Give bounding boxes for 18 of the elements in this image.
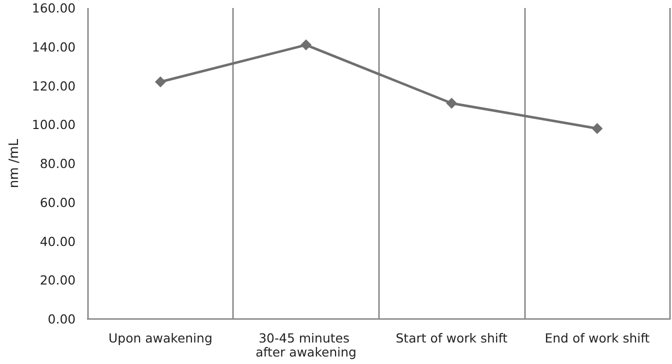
point bbox=[300, 39, 312, 50]
point bbox=[592, 123, 603, 134]
y-tick-label: 0.00 bbox=[48, 312, 76, 326]
y-tick-label: 20.00 bbox=[40, 272, 76, 288]
y-tick-label: 100.00 bbox=[32, 117, 76, 132]
y-tick-label: 40.00 bbox=[40, 234, 76, 249]
y-tick-label: 60.00 bbox=[40, 194, 76, 210]
y-tick-label: 120.00 bbox=[32, 78, 76, 94]
y-tick-label: 140.00 bbox=[32, 39, 76, 54]
x-tick-label: 30-45 minutes after awakening bbox=[256, 330, 356, 360]
point bbox=[154, 76, 166, 88]
x-tick-label: Start of work shift bbox=[396, 330, 508, 346]
x-tick-label: End of work shift bbox=[544, 330, 650, 346]
y-tick-label: 80.00 bbox=[40, 156, 76, 171]
x-tick-label: Upon awakening bbox=[108, 330, 212, 346]
point bbox=[446, 98, 458, 109]
y-tick-label: 160.00 bbox=[32, 0, 76, 16]
y-axis-title: nm /mL bbox=[7, 138, 22, 188]
